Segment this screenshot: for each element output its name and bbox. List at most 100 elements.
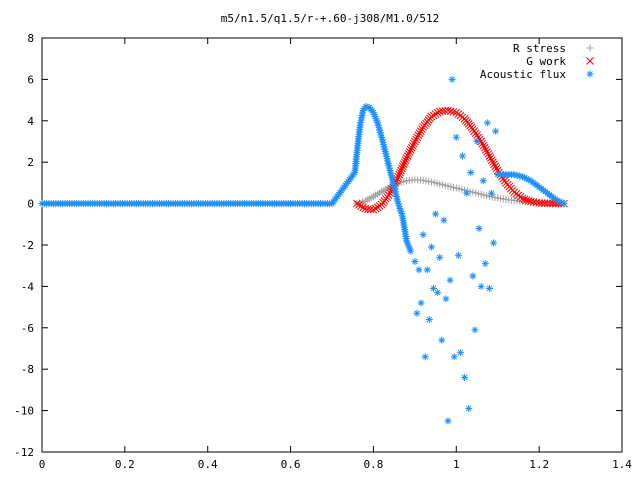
point-acoustic-flux-d2	[434, 289, 441, 296]
point-acoustic-flux-d2	[451, 353, 458, 360]
point-acoustic-flux-d2	[514, 172, 520, 179]
point-g-work-d2	[399, 160, 408, 169]
point-acoustic-flux	[407, 247, 415, 255]
point-acoustic-flux-d2	[398, 210, 405, 217]
point-acoustic-flux-d2	[430, 285, 437, 292]
point-g-work-d2	[407, 143, 416, 152]
point-g-work	[520, 195, 529, 204]
x-tick-label: 1.4	[612, 458, 632, 471]
point-acoustic-flux-d2	[482, 260, 489, 267]
point-g-work	[543, 199, 552, 208]
point-acoustic-flux	[436, 253, 444, 261]
point-acoustic-flux-d2	[441, 217, 447, 223]
point-acoustic-flux-d2	[380, 141, 387, 148]
point-g-work-d2	[478, 139, 487, 148]
point-acoustic-flux-d2	[418, 300, 424, 306]
point-g-work	[405, 147, 414, 156]
point-acoustic-flux-d2	[474, 138, 480, 145]
point-acoustic-flux-d2	[492, 128, 499, 134]
point-acoustic-flux	[483, 119, 491, 127]
point-acoustic-flux-d2	[517, 173, 523, 179]
point-acoustic-flux-d2	[436, 254, 443, 261]
point-acoustic-flux-d2	[387, 170, 394, 176]
point-acoustic-flux-d2	[394, 198, 401, 205]
point-g-work-d2	[491, 162, 500, 171]
point-acoustic-flux-d2	[470, 273, 476, 279]
point-g-work	[407, 143, 416, 152]
point-acoustic-flux-d2	[389, 177, 396, 183]
point-g-work-d2	[399, 162, 407, 171]
y-tick-label: -8	[21, 363, 34, 376]
point-acoustic-flux-d2	[420, 231, 426, 238]
point-acoustic-flux	[376, 129, 384, 137]
point-g-work	[397, 166, 405, 175]
y-tick-label: 6	[27, 73, 34, 86]
point-g-work-d2	[409, 139, 418, 148]
point-g-work-d2	[404, 150, 413, 158]
point-acoustic-flux-d2	[375, 122, 382, 129]
x-tick-label: 0.2	[115, 458, 135, 471]
point-g-work-d2	[429, 111, 438, 120]
point-g-work-d2	[359, 203, 367, 212]
y-tick-label: -12	[14, 446, 34, 459]
point-acoustic-flux-d2	[387, 167, 393, 174]
plot-frame	[41, 37, 623, 453]
point-g-work	[396, 168, 404, 177]
point-acoustic-flux-d2	[511, 171, 518, 178]
point-acoustic-flux-d2	[384, 155, 390, 162]
point-g-work-d2	[431, 110, 440, 118]
point-g-work-d2	[411, 137, 419, 146]
point-acoustic-flux	[471, 326, 479, 334]
point-acoustic-flux-d2	[377, 129, 384, 136]
point-g-work	[404, 150, 413, 158]
point-acoustic-flux	[465, 405, 473, 413]
point-acoustic-flux-d2	[381, 146, 388, 152]
point-g-work	[406, 145, 415, 154]
point-acoustic-flux	[467, 169, 475, 177]
point-acoustic-flux-d2	[486, 285, 493, 292]
point-acoustic-flux-d2	[380, 139, 386, 145]
point-acoustic-flux-d2	[459, 153, 466, 159]
point-acoustic-flux	[456, 349, 464, 357]
point-acoustic-flux-d2	[422, 353, 429, 360]
y-tick-label: 0	[27, 198, 34, 211]
point-g-work-d2	[371, 204, 380, 213]
point-acoustic-flux-d2	[416, 267, 422, 273]
point-g-work-d2	[413, 133, 422, 142]
point-acoustic-flux-d2	[386, 165, 393, 171]
y-tick-label: -10	[14, 405, 34, 418]
point-acoustic-flux-d2	[414, 310, 420, 317]
point-acoustic-flux-d2	[384, 158, 391, 164]
point-acoustic-flux	[427, 243, 435, 251]
legend-label: Acoustic flux	[480, 68, 566, 81]
point-acoustic-flux-d2	[490, 240, 497, 246]
point-g-work-d2	[402, 154, 411, 162]
point-acoustic-flux	[440, 216, 448, 224]
point-acoustic-flux-d2	[428, 244, 435, 250]
series-g-work	[353, 106, 568, 214]
point-acoustic-flux-d2	[449, 76, 455, 83]
point-g-work-d2	[483, 147, 491, 156]
point-acoustic-flux	[461, 373, 469, 381]
point-g-work-d2	[418, 125, 426, 133]
point-acoustic-flux-d2	[388, 172, 394, 179]
point-acoustic-flux	[413, 309, 421, 317]
point-acoustic-flux-d2	[432, 211, 439, 217]
legend-label: R stress	[513, 42, 566, 55]
point-acoustic-flux	[492, 127, 500, 135]
point-acoustic-flux-d2	[378, 134, 385, 141]
point-g-work	[412, 135, 420, 144]
point-acoustic-flux-d2	[461, 374, 468, 381]
point-g-work	[359, 203, 367, 212]
point-acoustic-flux-d2	[395, 200, 402, 207]
y-tick-label: 8	[27, 32, 34, 45]
y-tick-label: 4	[27, 115, 34, 128]
point-g-work-d2	[524, 196, 533, 205]
point-g-work-d2	[485, 152, 494, 160]
point-g-work	[415, 129, 424, 138]
point-acoustic-flux-d2	[390, 179, 396, 186]
point-g-work-d2	[492, 164, 501, 173]
point-acoustic-flux	[430, 284, 437, 292]
point-g-work-d2	[518, 194, 527, 203]
